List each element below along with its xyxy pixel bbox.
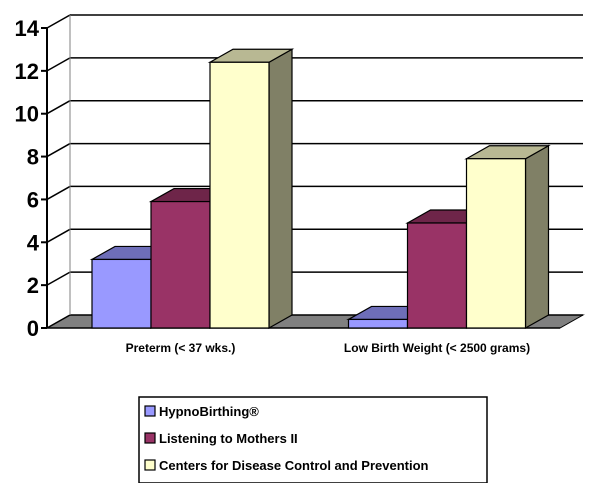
legend-swatch (144, 405, 156, 417)
gridline-side (46, 185, 71, 201)
bar (207, 48, 295, 330)
x-category-label: Preterm (< 37 wks.) (126, 341, 236, 355)
bars (89, 48, 551, 330)
legend-label: Listening to Mothers II (159, 431, 298, 446)
x-category-label: Low Birth Weight (< 2500 grams) (344, 341, 530, 355)
gridline-side (46, 271, 71, 286)
y-tick-label: 8 (27, 145, 39, 170)
legend: HypnoBirthing® Listening to Mothers II Cen… (138, 396, 488, 484)
gridline-side (46, 100, 71, 115)
legend-swatch (144, 459, 156, 471)
legend-label: HypnoBirthing® (159, 404, 259, 419)
y-tick-label: 10 (15, 102, 39, 127)
legend-swatch (144, 432, 156, 444)
y-tick-label: 2 (27, 273, 39, 298)
y-tick-label: 4 (27, 230, 40, 255)
gridline-side (46, 228, 71, 243)
gridline-side (46, 314, 71, 329)
gridline-side (46, 14, 71, 29)
gridline-side (46, 57, 71, 72)
gridline-side (46, 142, 71, 158)
x-axis-labels: Preterm (< 37 wks.) Low Birth Weight (< 2… (126, 341, 530, 355)
y-tick-label: 0 (27, 316, 39, 341)
y-tick-label: 6 (27, 187, 39, 212)
legend-box (138, 396, 488, 484)
legend-label: Centers for Disease Control and Preventi… (159, 458, 429, 473)
y-tick-label: 12 (15, 59, 39, 84)
y-tick-label: 14 (15, 16, 40, 41)
bar (464, 144, 551, 330)
side-wall (46, 14, 71, 329)
